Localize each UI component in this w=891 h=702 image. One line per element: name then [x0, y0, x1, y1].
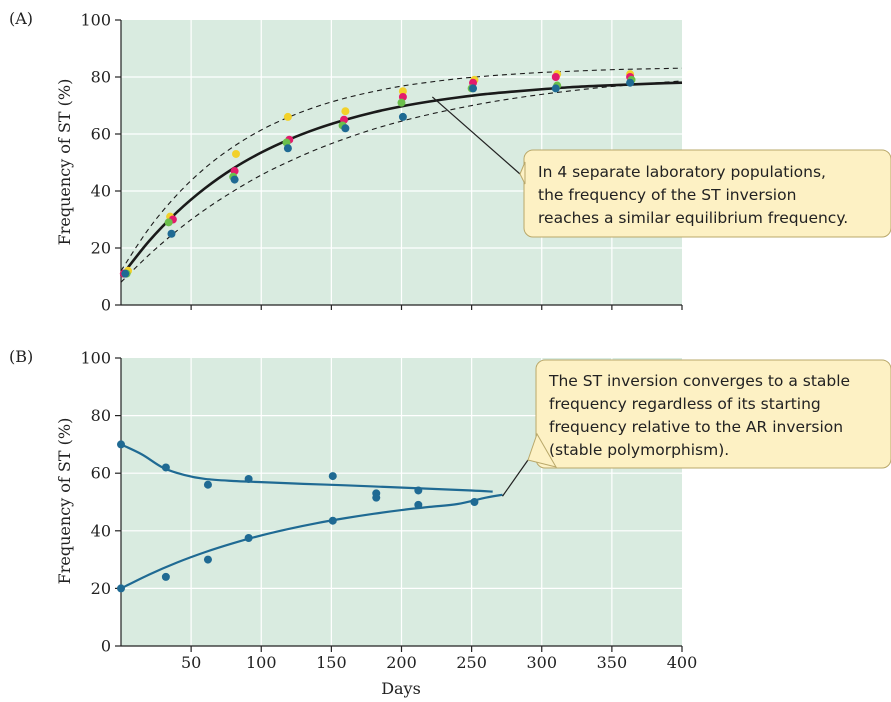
- data-point-series-1: [117, 584, 125, 593]
- panel-a-callout-line-3: reaches a similar equilibrium frequency.: [538, 209, 848, 227]
- panel-a-callout: In 4 separate laboratory populations, th…: [431, 96, 891, 238]
- panel-b-callout-pointer: [501, 459, 529, 497]
- x-tick-label: 300: [526, 653, 557, 672]
- x-tick-label: 250: [456, 653, 487, 672]
- data-point-series-0: [283, 112, 292, 121]
- panel-a-callout-line-1: In 4 separate laboratory populations,: [538, 163, 826, 181]
- data-point-series-0: [341, 107, 350, 116]
- data-point-series-3: [121, 269, 130, 278]
- x-tick-label: 350: [597, 653, 628, 672]
- panel-b-callout: The ST inversion converges to a stable f…: [501, 359, 891, 497]
- data-point-series-1: [244, 534, 253, 542]
- y-tick-label: 0: [101, 637, 111, 656]
- x-tick-label: 100: [246, 653, 277, 672]
- y-tick-label: 80: [91, 406, 111, 425]
- fit-curve-1: [120, 493, 503, 590]
- data-point-series-3: [551, 84, 560, 93]
- panel-b-grid: [121, 358, 682, 646]
- panel-b-y-ticks: 0 20 40 60 80 100: [80, 349, 121, 656]
- panel-a-y-ticks: 0 20 40 60 80 100: [80, 11, 121, 315]
- y-tick-label: 40: [91, 182, 111, 201]
- panel-b: (B) 0 20 40 60 80 100 50 100 150 200 250 300 350 400…: [9, 347, 891, 698]
- y-tick-label: 60: [91, 464, 111, 483]
- data-point-series-0: [328, 472, 337, 481]
- y-tick-label: 100: [80, 349, 111, 368]
- data-point-series-3: [398, 112, 407, 121]
- data-point-series-0: [161, 463, 170, 472]
- data-point-series-3: [230, 175, 239, 184]
- data-point-series-3: [469, 84, 478, 93]
- panel-a-grid: [121, 20, 682, 305]
- data-point-series-0: [232, 149, 241, 158]
- data-point-series-1: [551, 73, 560, 81]
- panel-a-y-axis-label: Frequency of ST (%): [55, 79, 74, 246]
- data-point-series-0: [244, 474, 253, 483]
- data-point-series-2: [397, 98, 406, 107]
- x-tick-label: 150: [316, 653, 347, 672]
- data-point-series-1: [328, 516, 337, 525]
- panel-a-points: [119, 70, 636, 278]
- y-tick-label: 20: [91, 579, 111, 598]
- data-point-series-3: [341, 124, 350, 133]
- panel-b-x-axis-label: Days: [381, 679, 421, 698]
- panel-a-callout-pointer: [431, 96, 521, 175]
- panel-a-axes: [120, 20, 683, 310]
- y-tick-label: 20: [91, 239, 111, 258]
- panel-b-points: [117, 440, 479, 593]
- data-point-series-1: [372, 493, 381, 502]
- data-point-series-0: [470, 498, 479, 506]
- data-point-series-0: [398, 87, 407, 96]
- y-tick-label: 60: [91, 125, 111, 144]
- panel-b-callout-box: [535, 359, 891, 469]
- panel-a: (A) 0 20 40 60 80 100 Frequency of ST (%) In …: [9, 9, 891, 315]
- panel-b-callout-tail: [527, 432, 558, 468]
- data-point-series-2: [164, 218, 173, 227]
- x-tick-label: 400: [667, 653, 698, 672]
- panel-a-callout-box: [523, 149, 891, 238]
- panel-a-label: (A): [9, 9, 33, 28]
- panel-a-callout-line-2: the frequency of the ST inversion: [538, 186, 796, 204]
- data-point-series-1: [414, 500, 423, 509]
- x-tick-label: 50: [181, 653, 201, 672]
- panel-b-callout-line-4: (stable polymorphism).: [549, 441, 729, 459]
- panel-b-y-axis-label: Frequency of ST (%): [55, 418, 74, 585]
- data-point-series-3: [283, 144, 292, 153]
- data-point-series-1: [161, 572, 170, 581]
- y-tick-label: 0: [101, 296, 111, 315]
- data-point-series-1: [203, 555, 212, 564]
- panel-b-callout-line-3: frequency relative to the AR inversion: [549, 418, 843, 436]
- panel-b-x-ticks: 50 100 150 200 250 300 350 400: [181, 646, 697, 672]
- data-point-series-3: [626, 78, 635, 87]
- x-tick-label: 200: [386, 653, 417, 672]
- panel-b-callout-line-1: The ST inversion converges to a stable: [548, 372, 850, 390]
- y-tick-label: 40: [91, 521, 111, 540]
- y-tick-label: 100: [80, 11, 111, 30]
- panel-b-callout-line-2: frequency regardless of its starting: [549, 395, 821, 413]
- panel-b-label: (B): [9, 347, 33, 366]
- data-point-series-0: [203, 480, 212, 489]
- y-tick-label: 80: [91, 68, 111, 87]
- data-point-series-3: [167, 229, 176, 238]
- data-point-series-0: [414, 486, 423, 495]
- panel-a-callout-tail: [519, 161, 526, 185]
- fit-curve-dashed-2: [120, 80, 683, 283]
- data-point-series-0: [117, 440, 125, 449]
